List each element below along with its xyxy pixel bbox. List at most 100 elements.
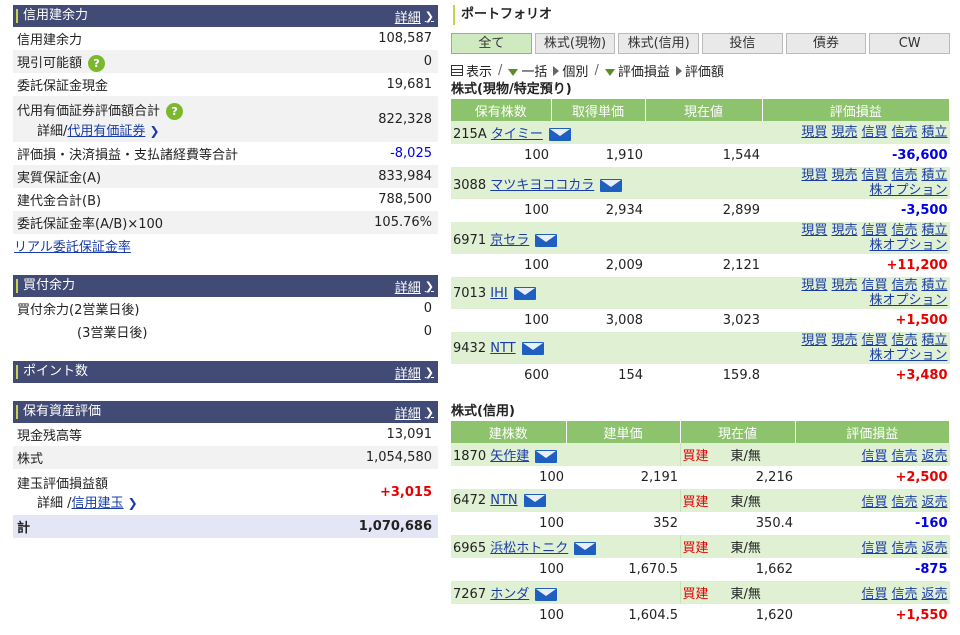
cash-stocks-table: 保有株数 取得単価 現在値 評価損益 215A タイミー 現買 現売 信買 信売 積立 10… bbox=[451, 99, 950, 387]
trade-link[interactable]: 信売 bbox=[891, 278, 918, 293]
stock-option-link[interactable]: 株オプション bbox=[869, 183, 948, 198]
trade-link[interactable]: 信売 bbox=[891, 168, 918, 183]
trade-links: 現買 現売 信買 信売 積立 株オプション bbox=[762, 332, 950, 364]
trade-link[interactable]: 返売 bbox=[921, 495, 948, 510]
buy-margin-detail-link[interactable]: 詳細 ❯ bbox=[395, 277, 434, 296]
mail-icon[interactable] bbox=[535, 450, 558, 463]
table-row: 215A タイミー 現買 現売 信買 信売 積立 bbox=[451, 121, 950, 144]
trade-link[interactable]: 信買 bbox=[861, 125, 888, 140]
stock-name-link[interactable]: NTT bbox=[490, 340, 516, 356]
mail-icon[interactable] bbox=[521, 341, 544, 355]
tab-cash-stocks[interactable]: 株式(現物) bbox=[534, 33, 616, 54]
trade-link[interactable]: 現買 bbox=[801, 168, 828, 183]
mail-icon[interactable] bbox=[535, 233, 558, 247]
credit-margin-detail-link[interactable]: 詳細 ❯ bbox=[395, 7, 434, 26]
mail-icon[interactable] bbox=[523, 494, 546, 507]
mail-icon[interactable] bbox=[600, 178, 623, 192]
table-row: 100 1,604.5 1,620 +1,550 bbox=[451, 604, 950, 627]
stock-name-link[interactable]: 浜松ホトニク bbox=[490, 541, 569, 556]
stock-cell: 6472 NTN bbox=[451, 489, 680, 512]
trade-link[interactable]: 信買 bbox=[861, 333, 888, 348]
trade-link[interactable]: 現売 bbox=[831, 333, 858, 348]
row-withdrawable: 現引可能額? 0 bbox=[13, 50, 438, 73]
trade-link[interactable]: 現売 bbox=[831, 223, 858, 238]
bulk-view-option[interactable]: 一括 bbox=[508, 61, 547, 80]
stock-name-link[interactable]: タイミー bbox=[490, 127, 543, 142]
display-toggle[interactable]: 表示 bbox=[451, 61, 492, 80]
real-deposit-rate-link[interactable]: リアル委託保証金率 bbox=[14, 240, 131, 255]
trade-link[interactable]: 信買 bbox=[861, 587, 888, 602]
table-row: 7267 ホンダ 買建 東/無 信買 信売 返売 bbox=[451, 581, 950, 604]
help-icon[interactable]: ? bbox=[166, 102, 184, 120]
trade-link[interactable]: 積立 bbox=[921, 223, 948, 238]
trade-link[interactable]: 信売 bbox=[891, 587, 918, 602]
stock-name-link[interactable]: IHI bbox=[490, 285, 508, 301]
trade-link[interactable]: 積立 bbox=[921, 278, 948, 293]
stock-code: 3088 bbox=[453, 177, 487, 193]
detail-label[interactable]: 詳細 bbox=[394, 366, 421, 382]
tab-credit-stocks[interactable]: 株式(信用) bbox=[618, 33, 700, 54]
individual-label: 個別 bbox=[562, 64, 589, 80]
trade-link[interactable]: 積立 bbox=[921, 168, 948, 183]
value-view-option[interactable]: 評価額 bbox=[675, 61, 724, 80]
mail-icon[interactable] bbox=[548, 128, 571, 141]
stock-option-link[interactable]: 株オプション bbox=[869, 238, 948, 253]
stock-name-link[interactable]: NTN bbox=[490, 493, 518, 508]
mail-icon[interactable] bbox=[535, 588, 558, 601]
trade-link[interactable]: 返売 bbox=[921, 587, 948, 602]
row-value: 19,681 bbox=[386, 77, 433, 92]
trade-link[interactable]: 現売 bbox=[831, 278, 858, 293]
trade-link[interactable]: 信買 bbox=[861, 168, 888, 183]
stock-name-link[interactable]: マツキヨココカラ bbox=[490, 177, 595, 193]
tab-cw[interactable]: CW bbox=[869, 33, 951, 54]
row-label: 建代金合計(B) bbox=[17, 194, 102, 209]
trade-link[interactable]: 現買 bbox=[801, 333, 828, 348]
trade-link[interactable]: 信買 bbox=[861, 449, 888, 464]
chevron-right-icon: ❯ bbox=[424, 9, 434, 23]
assets-detail-link[interactable]: 詳細 ❯ bbox=[395, 403, 434, 422]
stock-name-link[interactable]: 京セラ bbox=[490, 232, 530, 248]
trade-link[interactable]: 信売 bbox=[891, 495, 918, 510]
trade-link[interactable]: 積立 bbox=[921, 125, 948, 140]
mail-icon[interactable] bbox=[574, 542, 597, 555]
substitute-securities-link[interactable]: 代用有価証券 bbox=[67, 123, 146, 139]
trade-link[interactable]: 返売 bbox=[921, 541, 948, 556]
trade-link[interactable]: 現買 bbox=[801, 223, 828, 238]
points-detail-link[interactable]: 詳細 ❯ bbox=[395, 363, 434, 382]
price-cell: 2,121 bbox=[645, 254, 762, 277]
stock-name-link[interactable]: 矢作建 bbox=[490, 449, 530, 464]
section-title: ポイント数 bbox=[16, 365, 88, 379]
trade-link[interactable]: 信買 bbox=[861, 278, 888, 293]
trade-link[interactable]: 返売 bbox=[921, 449, 948, 464]
detail-label[interactable]: 詳細 bbox=[394, 406, 421, 422]
trade-link[interactable]: 信売 bbox=[891, 541, 918, 556]
tab-funds[interactable]: 投信 bbox=[702, 33, 783, 54]
tab-bonds[interactable]: 債券 bbox=[785, 33, 867, 54]
stock-option-link[interactable]: 株オプション bbox=[869, 348, 948, 363]
pl-view-option[interactable]: 評価損益 bbox=[604, 61, 670, 80]
trade-link[interactable]: 信売 bbox=[891, 223, 918, 238]
price-cell: 1,544 bbox=[645, 144, 762, 167]
trade-link[interactable]: 現買 bbox=[801, 278, 828, 293]
stock-name-link[interactable]: ホンダ bbox=[490, 587, 530, 602]
trade-link[interactable]: 信売 bbox=[891, 125, 918, 140]
trade-link[interactable]: 信買 bbox=[861, 541, 888, 556]
detail-label[interactable]: 詳細 bbox=[394, 10, 421, 26]
col-header: 建株数 bbox=[451, 421, 567, 443]
trade-link[interactable]: 信売 bbox=[891, 449, 918, 464]
help-icon[interactable]: ? bbox=[88, 54, 106, 72]
stock-option-link[interactable]: 株オプション bbox=[869, 293, 948, 308]
detail-label[interactable]: 詳細 bbox=[394, 280, 421, 296]
credit-positions-link[interactable]: 信用建玉 bbox=[71, 496, 124, 511]
trade-link[interactable]: 信買 bbox=[861, 223, 888, 238]
trade-link[interactable]: 現売 bbox=[831, 125, 858, 140]
trade-link[interactable]: 信買 bbox=[861, 495, 888, 510]
mail-icon[interactable] bbox=[513, 286, 536, 300]
trade-link[interactable]: 現買 bbox=[801, 125, 828, 140]
trade-link[interactable]: 信売 bbox=[891, 333, 918, 348]
trade-link[interactable]: 現売 bbox=[831, 168, 858, 183]
pl-label: 評価損益 bbox=[617, 64, 670, 80]
individual-view-option[interactable]: 個別 bbox=[553, 61, 588, 80]
tab-all[interactable]: 全て bbox=[451, 33, 532, 54]
trade-link[interactable]: 積立 bbox=[921, 333, 948, 348]
